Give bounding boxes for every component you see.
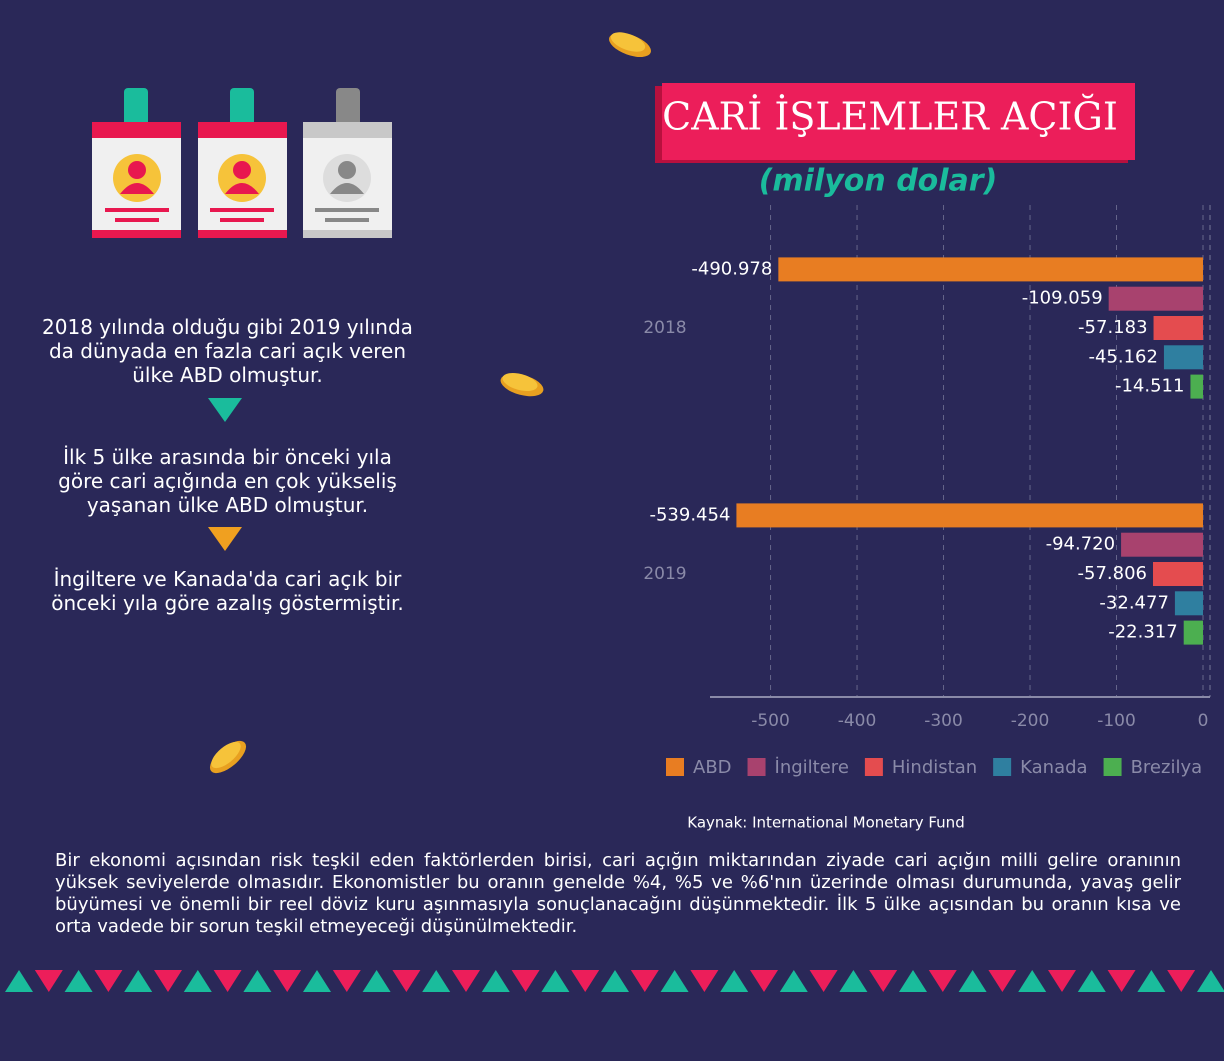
value-label: -109.059: [1022, 288, 1103, 309]
y-tick-label: 2019: [643, 564, 686, 584]
triangle: [422, 970, 451, 992]
bar: [1174, 591, 1203, 616]
triangle: [630, 970, 659, 992]
bar: [736, 503, 1203, 528]
triangle: [5, 970, 33, 992]
arrow: [208, 398, 242, 422]
bar: [1190, 374, 1203, 399]
x-tick-label: 0: [1198, 711, 1209, 731]
value-label: -539.454: [649, 504, 730, 525]
bar: [1108, 286, 1203, 311]
chart-title: CARİ İŞLEMLER AÇIĞI: [662, 95, 1118, 139]
bar: [1153, 562, 1203, 586]
legend-label: Brezilya: [1131, 757, 1203, 778]
footer-text: Bir ekonomi açısından risk teşkil eden f…: [55, 850, 1181, 937]
triangle: [64, 970, 93, 992]
triangle: [899, 970, 927, 992]
triangle: [720, 970, 749, 992]
y-tick-label: 2018: [643, 318, 686, 338]
triangle: [779, 970, 808, 992]
value-label: -57.183: [1078, 317, 1147, 338]
legend-swatch: [747, 758, 766, 776]
legend-label: Kanada: [1020, 757, 1087, 778]
triangle: [750, 970, 778, 992]
triangle: [1137, 970, 1166, 992]
legend-swatch: [864, 758, 883, 776]
triangle: [660, 970, 689, 992]
value-label: -490.978: [691, 258, 772, 279]
triangle: [452, 970, 480, 992]
triangle: [303, 970, 331, 992]
legend-swatch: [666, 758, 684, 776]
value-label: -57.806: [1078, 563, 1147, 584]
note: İngiltere ve Kanada'da cari açık bir önc…: [51, 567, 404, 615]
triangle: [243, 970, 272, 992]
legend-label: İngiltere: [775, 757, 849, 778]
coins: [209, 32, 651, 774]
triangle: [571, 970, 600, 992]
triangle: [1197, 970, 1224, 992]
triangle: [332, 970, 361, 992]
x-tick-label: -200: [1011, 711, 1050, 731]
note: 2018 yılında olduğu gibi 2019 yılında da…: [42, 315, 413, 387]
triangle: [958, 970, 987, 992]
x-tick-label: -500: [751, 711, 790, 731]
legend-label: Hindistan: [892, 757, 977, 778]
x-tick-label: -100: [1097, 711, 1136, 731]
triangle: [481, 970, 510, 992]
source: Kaynak: International Monetary Fund: [687, 814, 964, 832]
triangle: [511, 970, 540, 992]
bar: [1121, 532, 1203, 557]
arrow: [208, 527, 242, 551]
triangle: [690, 970, 719, 992]
legend-swatch: [993, 758, 1012, 776]
triangle: [273, 970, 302, 992]
triangle: [124, 970, 153, 992]
value-label: -94.720: [1046, 534, 1115, 555]
value-label: -32.477: [1099, 592, 1168, 613]
badges: [92, 88, 392, 238]
triangle-border: [5, 970, 1224, 992]
bar: [1183, 620, 1203, 645]
value-label: -45.162: [1088, 346, 1157, 367]
triangle: [988, 970, 1017, 992]
value-label: -22.317: [1108, 622, 1177, 643]
chart-subtitle: (milyon dolar): [759, 164, 998, 199]
triangle: [1048, 970, 1076, 992]
legend-swatch: [1103, 758, 1122, 776]
triangle: [809, 970, 838, 992]
triangle: [94, 970, 123, 992]
triangle: [601, 970, 629, 992]
bar: [778, 257, 1203, 282]
bar: [1163, 345, 1203, 370]
triangle: [1018, 970, 1047, 992]
triangle: [1077, 970, 1106, 992]
triangle: [392, 970, 421, 992]
triangle: [928, 970, 957, 992]
triangle: [34, 970, 63, 992]
legend-label: ABD: [693, 757, 732, 778]
triangle: [213, 970, 242, 992]
triangle: [362, 970, 391, 992]
triangle: [541, 970, 570, 992]
bar: [1153, 316, 1203, 340]
x-tick-label: -300: [924, 711, 963, 731]
value-label: -14.511: [1115, 376, 1184, 397]
x-tick-label: -400: [838, 711, 877, 731]
triangle: [183, 970, 212, 992]
triangle: [869, 970, 898, 992]
triangle: [154, 970, 182, 992]
triangle: [1167, 970, 1196, 992]
note: İlk 5 ülke arasında bir önceki yıla göre…: [58, 445, 397, 517]
triangle: [839, 970, 868, 992]
title-box: [662, 83, 1135, 160]
triangle: [1107, 970, 1136, 992]
